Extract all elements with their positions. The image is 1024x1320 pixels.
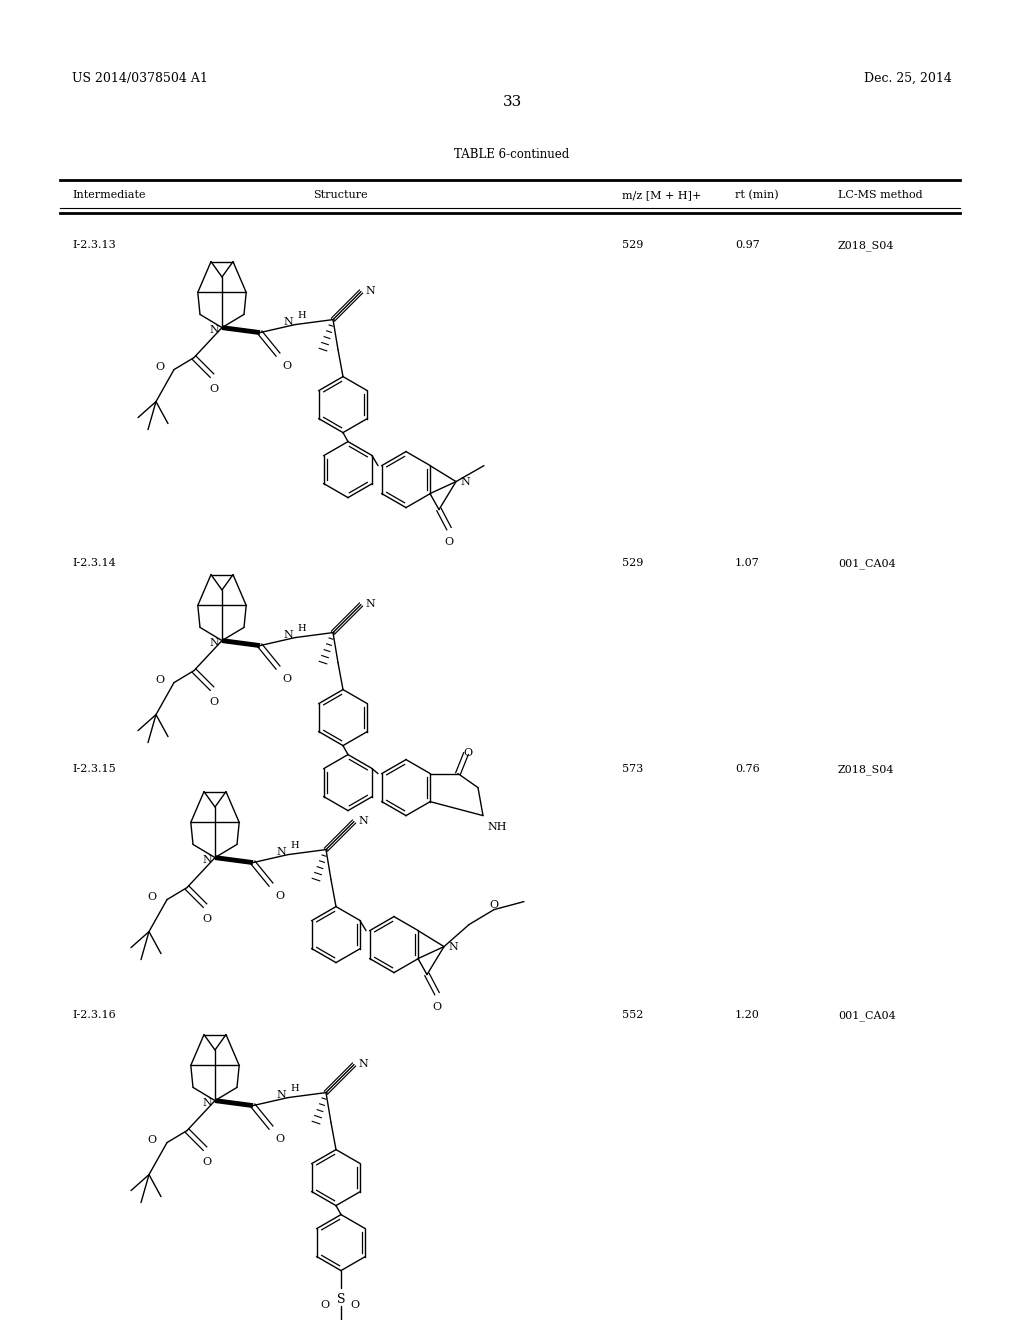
Text: O: O xyxy=(489,900,499,909)
Text: 33: 33 xyxy=(503,95,521,110)
Text: N: N xyxy=(209,638,219,648)
Text: m/z [M + H]+: m/z [M + H]+ xyxy=(622,190,701,201)
Text: H: H xyxy=(297,623,305,632)
Text: 001_CA04: 001_CA04 xyxy=(838,558,896,569)
Text: 0.76: 0.76 xyxy=(735,764,760,774)
Text: 529: 529 xyxy=(622,558,643,568)
Text: rt (min): rt (min) xyxy=(735,190,778,201)
Text: O: O xyxy=(210,384,218,393)
Text: N: N xyxy=(284,317,293,326)
Text: I-2.3.13: I-2.3.13 xyxy=(72,240,116,249)
Text: N: N xyxy=(358,816,368,825)
Text: Z018_S04: Z018_S04 xyxy=(838,764,895,775)
Text: 1.07: 1.07 xyxy=(735,558,760,568)
Text: O: O xyxy=(282,360,291,371)
Text: N: N xyxy=(358,1059,368,1069)
Text: O: O xyxy=(210,697,218,706)
Text: N: N xyxy=(284,630,293,640)
Text: I-2.3.14: I-2.3.14 xyxy=(72,558,116,568)
Text: N: N xyxy=(209,325,219,334)
Text: O: O xyxy=(321,1300,330,1309)
Text: 001_CA04: 001_CA04 xyxy=(838,1010,896,1020)
Text: O: O xyxy=(147,891,157,902)
Text: Intermediate: Intermediate xyxy=(72,190,145,201)
Text: 1.20: 1.20 xyxy=(735,1010,760,1020)
Text: N: N xyxy=(365,285,375,296)
Text: O: O xyxy=(155,362,164,372)
Text: US 2014/0378504 A1: US 2014/0378504 A1 xyxy=(72,73,208,84)
Text: H: H xyxy=(297,310,305,319)
Text: Structure: Structure xyxy=(312,190,368,201)
Text: N: N xyxy=(202,1098,212,1107)
Text: O: O xyxy=(350,1300,359,1309)
Text: I-2.3.15: I-2.3.15 xyxy=(72,764,116,774)
Text: O: O xyxy=(203,913,212,924)
Text: N: N xyxy=(276,846,286,857)
Text: O: O xyxy=(464,747,472,758)
Text: 573: 573 xyxy=(622,764,643,774)
Text: O: O xyxy=(155,675,164,685)
Text: 529: 529 xyxy=(622,240,643,249)
Text: LC-MS method: LC-MS method xyxy=(838,190,923,201)
Text: S: S xyxy=(337,1292,345,1305)
Text: 0.97: 0.97 xyxy=(735,240,760,249)
Text: O: O xyxy=(444,537,454,546)
Text: O: O xyxy=(432,1002,441,1011)
Text: O: O xyxy=(147,1135,157,1144)
Text: N: N xyxy=(460,477,470,487)
Text: N: N xyxy=(365,598,375,609)
Text: H: H xyxy=(290,1084,299,1093)
Text: O: O xyxy=(203,1156,212,1167)
Text: Z018_S04: Z018_S04 xyxy=(838,240,895,251)
Text: O: O xyxy=(275,1134,284,1143)
Text: NH: NH xyxy=(487,821,507,832)
Text: O: O xyxy=(275,891,284,900)
Text: I-2.3.16: I-2.3.16 xyxy=(72,1010,116,1020)
Text: TABLE 6-continued: TABLE 6-continued xyxy=(455,148,569,161)
Text: Dec. 25, 2014: Dec. 25, 2014 xyxy=(864,73,952,84)
Text: O: O xyxy=(282,673,291,684)
Text: N: N xyxy=(276,1089,286,1100)
Text: N: N xyxy=(202,854,212,865)
Text: H: H xyxy=(290,841,299,850)
Text: N: N xyxy=(449,941,458,952)
Text: 552: 552 xyxy=(622,1010,643,1020)
